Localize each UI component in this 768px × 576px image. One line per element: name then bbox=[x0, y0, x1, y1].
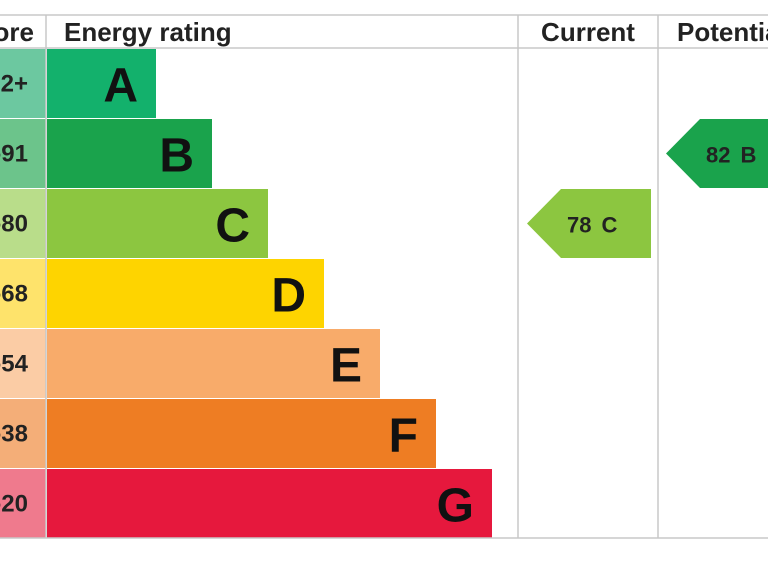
rating-bar bbox=[47, 329, 380, 398]
current-header: Current bbox=[541, 17, 635, 47]
rating-letter: C bbox=[215, 200, 250, 253]
current-letter: C bbox=[601, 212, 617, 237]
rating-bar bbox=[47, 49, 156, 118]
current-label: 78 C bbox=[567, 212, 617, 237]
rating-letter: D bbox=[271, 270, 306, 323]
potential-arrow bbox=[666, 119, 768, 188]
rating-letter: A bbox=[103, 60, 138, 113]
current-arrow bbox=[527, 189, 651, 258]
score-cell bbox=[0, 469, 46, 538]
rating-bar bbox=[47, 469, 492, 538]
score-range: 55-68 bbox=[0, 281, 28, 308]
score-cell bbox=[0, 259, 46, 328]
score-cell bbox=[0, 189, 46, 258]
current-value: 78 bbox=[567, 212, 591, 237]
score-range: 81-91 bbox=[0, 141, 28, 168]
score-range: 39-54 bbox=[0, 351, 29, 378]
rating-header: Energy rating bbox=[64, 17, 232, 47]
potential-letter: B bbox=[740, 142, 756, 167]
rating-bar bbox=[47, 119, 212, 188]
score-cell bbox=[0, 119, 46, 188]
potential-value: 82 bbox=[706, 142, 730, 167]
rating-bar bbox=[47, 189, 268, 258]
rating-bar bbox=[47, 259, 324, 328]
score-cell bbox=[0, 49, 46, 118]
rating-letter: E bbox=[330, 340, 362, 393]
rating-letter: F bbox=[389, 410, 418, 463]
rating-letter: G bbox=[437, 480, 474, 533]
rating-letter: B bbox=[159, 130, 194, 183]
score-header: Score bbox=[0, 17, 34, 47]
score-range: 1-20 bbox=[0, 491, 28, 518]
score-range: 92+ bbox=[0, 71, 28, 98]
score-cell bbox=[0, 329, 46, 398]
potential-header: Potential bbox=[677, 17, 768, 47]
rating-bar bbox=[47, 399, 436, 468]
score-range: 21-38 bbox=[0, 421, 28, 448]
potential-label: 82 B bbox=[706, 142, 756, 167]
score-range: 69-80 bbox=[0, 211, 28, 238]
score-cell bbox=[0, 399, 46, 468]
